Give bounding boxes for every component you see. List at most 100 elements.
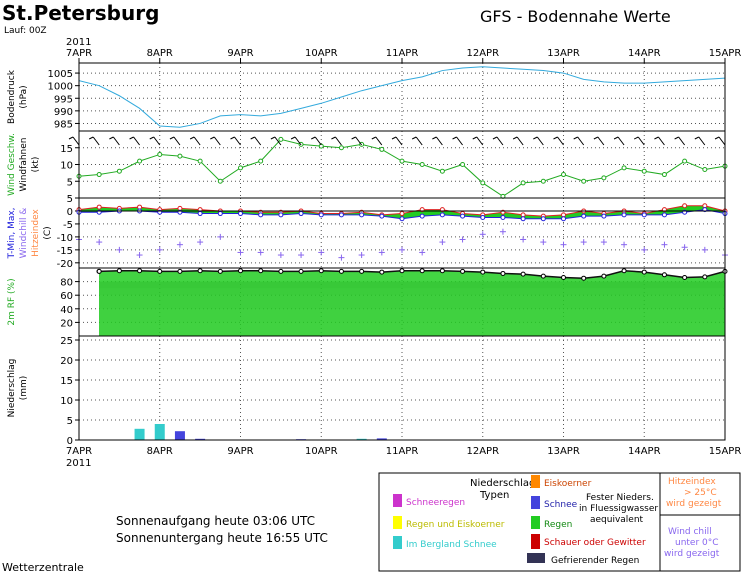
- hitze-line-1: Hitzeindex: [668, 477, 716, 487]
- rh-point: [298, 268, 304, 274]
- wind-barb-feather: [634, 136, 639, 140]
- x-label-top: 12APR: [466, 48, 499, 59]
- wind-point: [561, 172, 566, 178]
- y-axis-label: Windfahnen: [19, 138, 29, 192]
- precip-bar: [376, 438, 387, 440]
- rh-point: [338, 268, 344, 274]
- y-axis-label: Hitzeindex: [31, 208, 41, 256]
- tmin-point: [238, 211, 243, 217]
- swatch-gefrierender: [527, 553, 545, 563]
- wind-point: [419, 162, 425, 167]
- swatch-schauer: [531, 534, 540, 549]
- wind-barb-feather: [391, 136, 397, 140]
- y-tick-label: 0: [67, 436, 73, 447]
- x-label-top: 13APR: [547, 48, 580, 59]
- swatch-regen: [531, 516, 540, 529]
- tmin-point: [661, 212, 667, 218]
- wind-barb: [254, 136, 262, 146]
- tmin-point: [399, 216, 405, 222]
- wind-barb: [516, 136, 524, 146]
- swatch-regen-eis: [393, 516, 402, 529]
- wind-barb-feather: [674, 136, 679, 140]
- x-label-top: 11APR: [386, 48, 419, 59]
- wind-barb-feather: [290, 136, 296, 140]
- precip-bar: [356, 438, 367, 440]
- wind-barb-feather: [714, 136, 720, 140]
- wind-barb: [314, 136, 322, 146]
- wind-barb: [92, 136, 100, 146]
- swatch-schneeregen: [393, 494, 402, 507]
- wind-barb: [456, 136, 463, 146]
- label-eiskoerner: Eiskoerner: [544, 479, 592, 489]
- wind-barb: [435, 136, 443, 146]
- wind-barb-feather: [250, 136, 255, 140]
- wind-barb: [496, 136, 504, 146]
- tmin-point: [581, 213, 587, 219]
- precip-legend: Niederschlags Typen Schneeregen Regen un…: [378, 472, 741, 572]
- wind-barb: [577, 136, 585, 146]
- x-label-top: 14APR: [628, 48, 661, 59]
- wind-point: [137, 158, 143, 164]
- wind-point: [641, 168, 647, 174]
- wind-barb-feather: [613, 136, 619, 140]
- tmin-point: [359, 212, 365, 218]
- wind-barb-feather: [533, 136, 538, 140]
- y-tick-label: 5: [67, 416, 73, 427]
- wind-barb-feather: [149, 136, 154, 140]
- rh-point: [439, 268, 445, 274]
- wind-point: [116, 168, 122, 174]
- sunrise-text: Sonnenaufgang heute 03:06 UTC: [116, 514, 315, 528]
- wind-barb-feather: [210, 136, 215, 140]
- x-label-bottom: 13APR: [547, 446, 580, 457]
- wind-barb: [718, 136, 726, 146]
- wind-barb-feather: [169, 136, 175, 140]
- precip-bar: [134, 428, 145, 440]
- label-bergland: Im Bergland Schnee: [406, 540, 497, 550]
- tmin-point: [601, 213, 607, 219]
- legend-frame: [378, 472, 741, 572]
- year-label-top: 2011: [66, 37, 91, 48]
- tmax-point: [399, 211, 405, 217]
- wind-point: [621, 165, 627, 171]
- y-axis-label: (hPa): [19, 85, 29, 108]
- rh-point: [460, 268, 466, 274]
- wind-point: [238, 165, 243, 171]
- label-regen: Regen: [544, 520, 572, 530]
- rh-point: [520, 271, 526, 277]
- label-schauer: Schauer oder Gewitter: [544, 538, 646, 548]
- rh-point: [258, 268, 264, 274]
- wind-barb-feather: [270, 136, 276, 140]
- wind-point: [581, 178, 587, 184]
- swatch-bergland: [393, 536, 402, 549]
- x-label-bottom: 7APR: [66, 446, 92, 457]
- wind-barb-feather: [573, 136, 578, 140]
- rh-point: [137, 268, 143, 274]
- label-gefrierender: Gefrierender Regen: [551, 556, 639, 566]
- wind-barb-feather: [129, 136, 134, 140]
- y-tick-label: 20: [60, 356, 73, 367]
- y-axis-label: (C): [43, 226, 53, 239]
- swatch-schnee: [531, 496, 540, 509]
- y-tick-label: 80: [60, 278, 73, 289]
- label-regen-eis: Regen und Eiskoerner: [406, 520, 505, 530]
- wind-barb: [133, 136, 140, 146]
- wind-point: [157, 151, 163, 157]
- wind-point: [399, 158, 405, 164]
- x-label-top: 10APR: [305, 48, 338, 59]
- y-tick-label: -20: [57, 259, 73, 270]
- wind-point: [520, 180, 526, 186]
- y-tick-label: 10: [60, 396, 73, 407]
- x-label-top: 9APR: [227, 48, 253, 59]
- wind-point: [96, 172, 102, 178]
- y-tick-label: 15: [60, 376, 73, 387]
- wind-barb-feather: [371, 136, 377, 140]
- y-tick-label: 10: [60, 161, 73, 172]
- y-tick-label: 40: [60, 305, 73, 316]
- panel-humidity: 80 60 40 20 2m RF (%): [7, 267, 728, 337]
- wind-barb: [637, 136, 645, 146]
- precip-bar: [174, 431, 185, 440]
- tmin-point: [338, 212, 344, 218]
- wind-barb-feather: [452, 136, 457, 140]
- rh-point: [661, 272, 667, 278]
